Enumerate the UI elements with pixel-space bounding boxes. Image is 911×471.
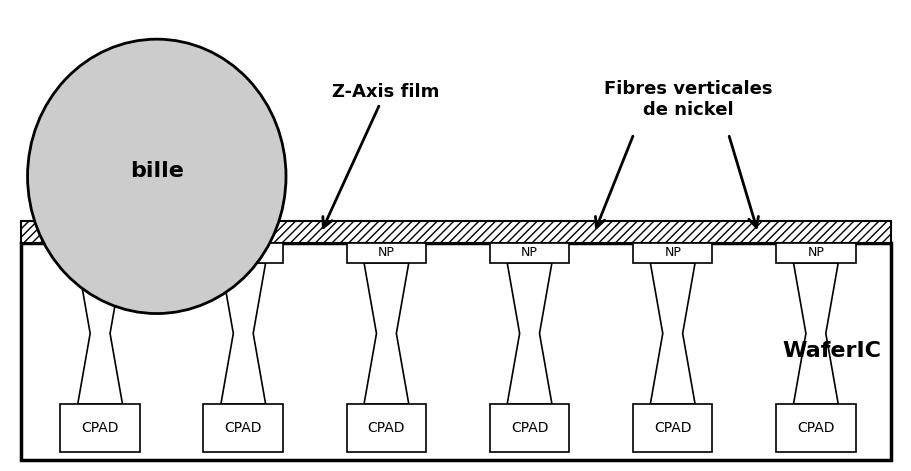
Text: NP: NP [377, 246, 394, 260]
Text: NP: NP [520, 246, 537, 260]
Polygon shape [77, 263, 122, 404]
Bar [60, 243, 139, 263]
Bar [203, 243, 282, 263]
Bar [346, 243, 425, 263]
Bar [203, 404, 282, 452]
Bar [346, 404, 425, 452]
Text: NP: NP [806, 246, 824, 260]
Polygon shape [220, 263, 265, 404]
Polygon shape [507, 263, 551, 404]
Bar [632, 243, 711, 263]
Bar [489, 404, 568, 452]
Text: CPAD: CPAD [796, 421, 834, 435]
Polygon shape [363, 263, 408, 404]
Bar [775, 404, 855, 452]
Text: CPAD: CPAD [224, 421, 261, 435]
Text: NP: NP [234, 246, 251, 260]
Polygon shape [793, 263, 837, 404]
Text: Fibres verticales
de nickel: Fibres verticales de nickel [604, 81, 772, 119]
Bar [489, 243, 568, 263]
Text: Z-Axis film: Z-Axis film [322, 83, 438, 227]
Text: CPAD: CPAD [510, 421, 548, 435]
Text: bille: bille [129, 162, 183, 181]
Bar [60, 404, 139, 452]
Text: CPAD: CPAD [653, 421, 691, 435]
Text: NP: NP [663, 246, 681, 260]
Text: CPAD: CPAD [367, 421, 404, 435]
Text: WaferIC: WaferIC [782, 341, 881, 361]
Polygon shape [650, 263, 694, 404]
Bar [21, 221, 890, 243]
Bar [21, 243, 890, 460]
Text: NP: NP [92, 246, 108, 260]
Bar [775, 243, 855, 263]
Bar [632, 404, 711, 452]
Ellipse shape [27, 39, 286, 314]
Text: CPAD: CPAD [81, 421, 118, 435]
